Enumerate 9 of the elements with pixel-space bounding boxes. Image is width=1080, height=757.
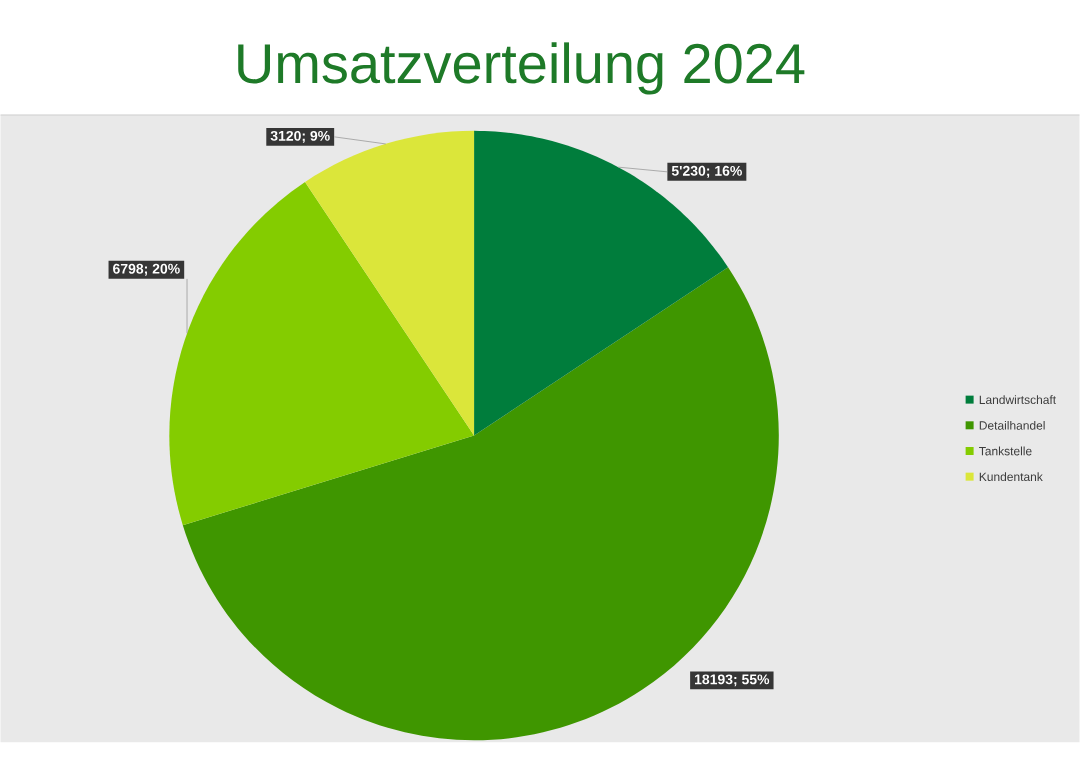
legend-label: Tankstelle — [979, 446, 1032, 456]
data-label: 6798; 20% — [113, 263, 180, 276]
data-label: 5'230; 16% — [671, 165, 742, 178]
data-label: 3120; 9% — [270, 130, 330, 143]
data-label: 18193; 55% — [695, 674, 770, 687]
legend-label: Landwirtschaft — [979, 395, 1057, 405]
legend-label: Kundentank — [979, 472, 1043, 482]
chart-title: Umsatzverteilung 2024 — [238, 42, 805, 95]
legend-label: Detailhandel — [979, 420, 1045, 430]
